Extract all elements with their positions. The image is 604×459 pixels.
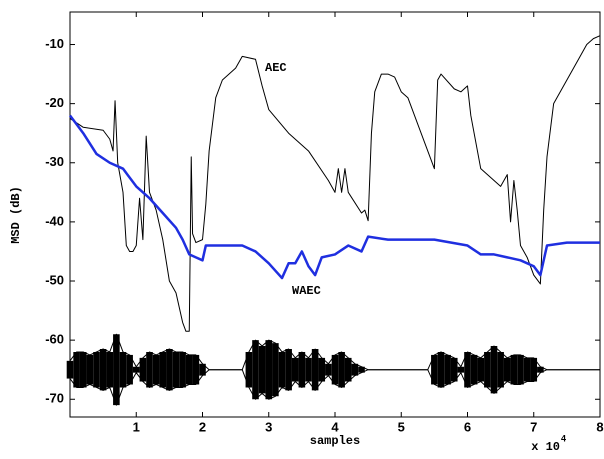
x-tick-label: 7	[530, 419, 537, 434]
y-tick-label: -40	[45, 213, 64, 228]
x-tick-label: 1	[133, 419, 140, 434]
y-tick-label: -50	[45, 272, 64, 287]
x-tick-label: 5	[398, 419, 405, 434]
y-tick-label: -70	[45, 391, 64, 406]
waveform-envelope	[69, 369, 600, 406]
series-line	[69, 35, 601, 332]
series-annotation: AEC	[265, 61, 287, 75]
x-tick-label: 3	[265, 419, 272, 434]
x-tick-label: 4	[331, 419, 339, 434]
y-tick-label: -20	[45, 95, 64, 110]
x-tick-label: 8	[596, 419, 603, 434]
y-tick-label: -60	[45, 332, 64, 347]
y-tick-label: -30	[45, 154, 64, 169]
series-line	[68, 114, 600, 280]
waveform-envelope	[69, 333, 600, 371]
x-multiplier: x 10	[531, 440, 560, 454]
x-axis-label: samples	[310, 434, 360, 448]
x-multiplier-exponent: 4	[561, 433, 566, 443]
x-tick-label: 6	[464, 419, 471, 434]
series-annotation: WAEC	[292, 284, 321, 298]
y-axis-label: MSD (dB)	[9, 186, 23, 244]
y-tick-label: -10	[45, 36, 64, 51]
x-tick-label: 2	[199, 419, 206, 434]
